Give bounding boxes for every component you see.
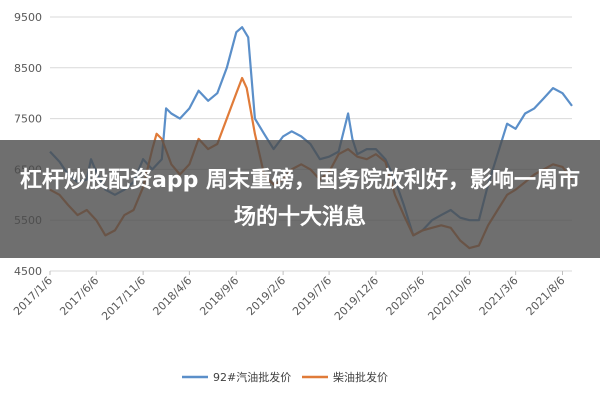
x-tick-label: 2019/2/6 [244,274,288,318]
x-tick-label: 2018/9/6 [197,274,241,318]
x-tick-label: 2017/6/6 [57,274,101,318]
y-tick-label: 8500 [14,62,42,75]
x-tick-label: 2017/11/6 [99,274,148,323]
x-tick-label: 2017/1/6 [11,274,55,318]
y-tick-label: 4500 [14,265,42,278]
y-tick-label: 9500 [14,11,42,24]
legend-label: 柴油批发价 [333,370,388,384]
legend-label: 92#汽油批发价 [213,370,291,384]
legend: 92#汽油批发价 柴油批发价 [182,370,388,384]
x-tick-label: 2018/4/6 [150,274,194,318]
x-tick-label: 2020/10/6 [425,274,474,323]
headline-text: 杠杆炒股配资app 周末重磅，国务院放利好，影响一周市场的十大消息 [20,168,581,230]
x-tick-label: 2021/8/6 [523,274,567,318]
x-tick-label: 2019/7/6 [290,274,334,318]
x-tick-label: 2020/5/6 [384,274,428,318]
headline-banner: 杠杆炒股配资app 周末重磅，国务院放利好，影响一周市场的十大消息 [0,140,600,258]
y-tick-label: 7500 [14,113,42,126]
x-tick-label: 2021/3/6 [477,274,521,318]
x-tick-label: 2019/12/6 [332,274,381,323]
